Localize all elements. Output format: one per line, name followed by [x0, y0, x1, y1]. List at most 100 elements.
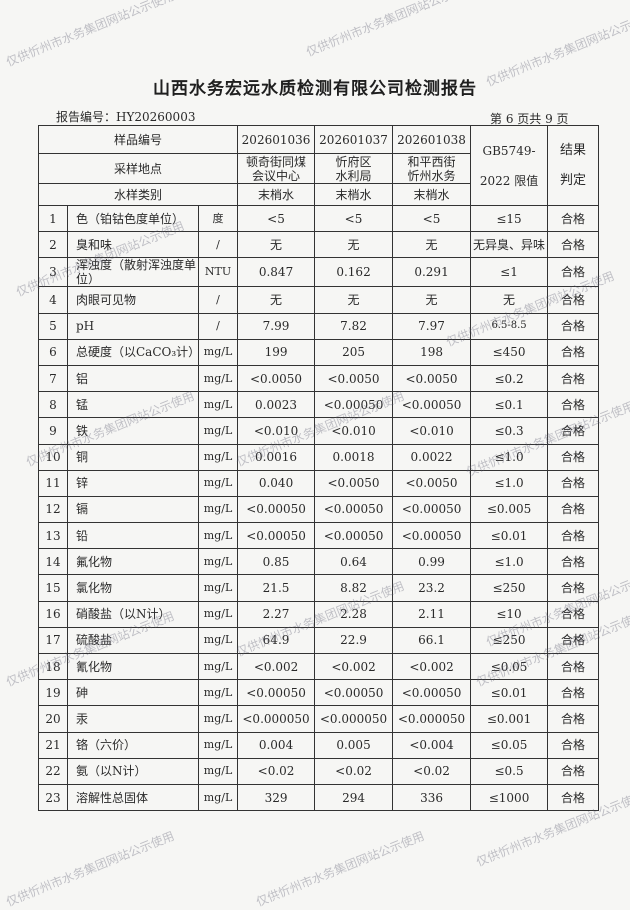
- unit: mg/L: [197, 391, 239, 419]
- limit-value: ≤1000: [470, 783, 549, 812]
- item-name: 氯化物: [67, 574, 199, 602]
- sample-1-value: <0.002: [237, 652, 316, 681]
- item-name: 铝: [67, 364, 199, 393]
- watermark: 仅供忻州市水务集团网站公示使用: [304, 0, 477, 60]
- sample-3-value: 23.2: [392, 574, 472, 602]
- sample-2-value: 0.64: [314, 548, 394, 576]
- result: 合格: [547, 469, 600, 497]
- location-label: 采样地点: [37, 153, 239, 184]
- sample-2-value: 0.005: [314, 731, 394, 759]
- limit-value: ≤0.1: [470, 391, 549, 419]
- sample-3-value: <0.002: [392, 652, 472, 681]
- watermark: 仅供忻州市水务集团网站公示使用: [254, 828, 427, 910]
- item-name: 锰: [67, 391, 199, 419]
- result: 合格: [547, 312, 600, 340]
- sample-1-value: <0.02: [237, 757, 316, 785]
- table-row: 3 浑浊度（散射浑浊度单位） NTU 0.847 0.162 0.291 ≤1 合格: [38, 257, 600, 288]
- table-row: 15 氯化物 mg/L 21.5 8.82 23.2 ≤250 合格: [38, 574, 600, 602]
- sample-location: 忻府区 水利局: [314, 153, 394, 184]
- unit: /: [197, 231, 239, 259]
- item-number: 14: [38, 548, 68, 576]
- sample-1-value: <0.00050: [237, 679, 316, 707]
- item-number: 3: [38, 257, 68, 288]
- item-number: 12: [38, 495, 68, 524]
- sample-3-value: <0.010: [392, 417, 472, 445]
- item-name: 砷: [67, 679, 199, 707]
- sample-2-value: <0.02: [314, 757, 394, 785]
- sample-no: 202601038: [392, 125, 472, 154]
- result: 合格: [547, 443, 600, 471]
- sample-3-value: <0.0050: [392, 364, 472, 393]
- table-row: 17 硫酸盐 mg/L 64.9 22.9 66.1 ≤250 合格: [38, 626, 600, 655]
- sample-2-value: 205: [314, 338, 394, 366]
- sample-2-value: <0.002: [314, 652, 394, 681]
- location-line: 顿奇街同煤: [246, 154, 307, 169]
- result: 合格: [547, 338, 600, 366]
- item-number: 4: [38, 286, 68, 314]
- result-header-line1: 结果: [560, 142, 587, 158]
- item-number: 2: [38, 231, 68, 259]
- unit: mg/L: [197, 469, 239, 497]
- sample-2-value: <0.0050: [314, 469, 394, 497]
- sample-1-value: 199: [237, 338, 316, 366]
- sample-3-value: <0.00050: [392, 522, 472, 550]
- table-row: 16 硝酸盐（以N计） mg/L 2.27 2.28 2.11 ≤10 合格: [38, 600, 600, 628]
- result: 合格: [547, 652, 600, 681]
- result: 合格: [547, 705, 600, 733]
- item-name: 色（铂钴色度单位）: [67, 204, 199, 233]
- limit-value: ≤1.0: [470, 443, 549, 471]
- sample-3-value: <0.0050: [392, 469, 472, 497]
- result: 合格: [547, 391, 600, 419]
- item-number: 7: [38, 364, 68, 393]
- sample-3-value: <0.004: [392, 731, 472, 759]
- result: 合格: [547, 626, 600, 655]
- limit-value: 无: [470, 286, 549, 314]
- sample-3-value: 0.291: [392, 257, 472, 288]
- water-type: 末梢水: [237, 183, 316, 206]
- item-name: 铜: [67, 443, 199, 471]
- unit: mg/L: [197, 652, 239, 681]
- sample-3-value: 336: [392, 783, 472, 812]
- report-title: 山西水务宏远水质检测有限公司检测报告: [153, 79, 477, 99]
- sample-1-value: 0.040: [237, 469, 316, 497]
- water-type-label: 水样类别: [37, 183, 239, 206]
- water-type: 末梢水: [314, 183, 394, 206]
- result: 合格: [547, 757, 600, 785]
- item-number: 21: [38, 731, 68, 759]
- result: 合格: [547, 522, 600, 550]
- location-line: 水利局: [335, 168, 372, 183]
- unit: mg/L: [197, 338, 239, 366]
- item-number: 11: [38, 469, 68, 497]
- item-number: 15: [38, 574, 68, 602]
- table-row: 19 砷 mg/L <0.00050 <0.00050 <0.00050 ≤0.01 合格: [38, 679, 600, 707]
- sample-3-value: 66.1: [392, 626, 472, 655]
- limit-value: ≤0.2: [470, 364, 549, 393]
- sample-1-value: 7.99: [237, 312, 316, 340]
- item-name: 氟化物: [67, 548, 199, 576]
- sample-number-row: 样品编号 202601036 202601037 202601038 GB574…: [37, 125, 600, 206]
- sample-1-value: <0.00050: [237, 522, 316, 550]
- location-line: 和平西街: [407, 154, 456, 169]
- sample-3-value: <0.00050: [392, 495, 472, 524]
- sample-2-value: <5: [314, 204, 394, 233]
- sample-2-value: <0.00050: [314, 391, 394, 419]
- unit: mg/L: [197, 705, 239, 733]
- sample-2-value: <0.0050: [314, 364, 394, 393]
- result: 合格: [547, 600, 600, 628]
- limit-value: ≤10: [470, 600, 549, 628]
- item-name: 氰化物: [67, 652, 199, 681]
- watermark: 仅供忻州市水务集团网站公示使用: [4, 0, 177, 70]
- water-type-row: 水样类别 末梢水 末梢水 末梢水: [37, 183, 599, 206]
- item-name: 硫酸盐: [67, 626, 199, 655]
- unit: mg/L: [197, 495, 239, 524]
- item-number: 5: [38, 312, 68, 340]
- item-number: 9: [38, 417, 68, 445]
- limit-value: ≤0.001: [470, 705, 549, 733]
- item-name: 总硬度（以CaCO₃计）: [67, 338, 200, 366]
- sample-2-value: 22.9: [314, 626, 394, 655]
- sample-1-value: 无: [237, 231, 316, 259]
- result: 合格: [547, 204, 600, 233]
- item-number: 16: [38, 600, 68, 628]
- water-type: 末梢水: [392, 183, 472, 206]
- item-name: 臭和味: [67, 231, 199, 259]
